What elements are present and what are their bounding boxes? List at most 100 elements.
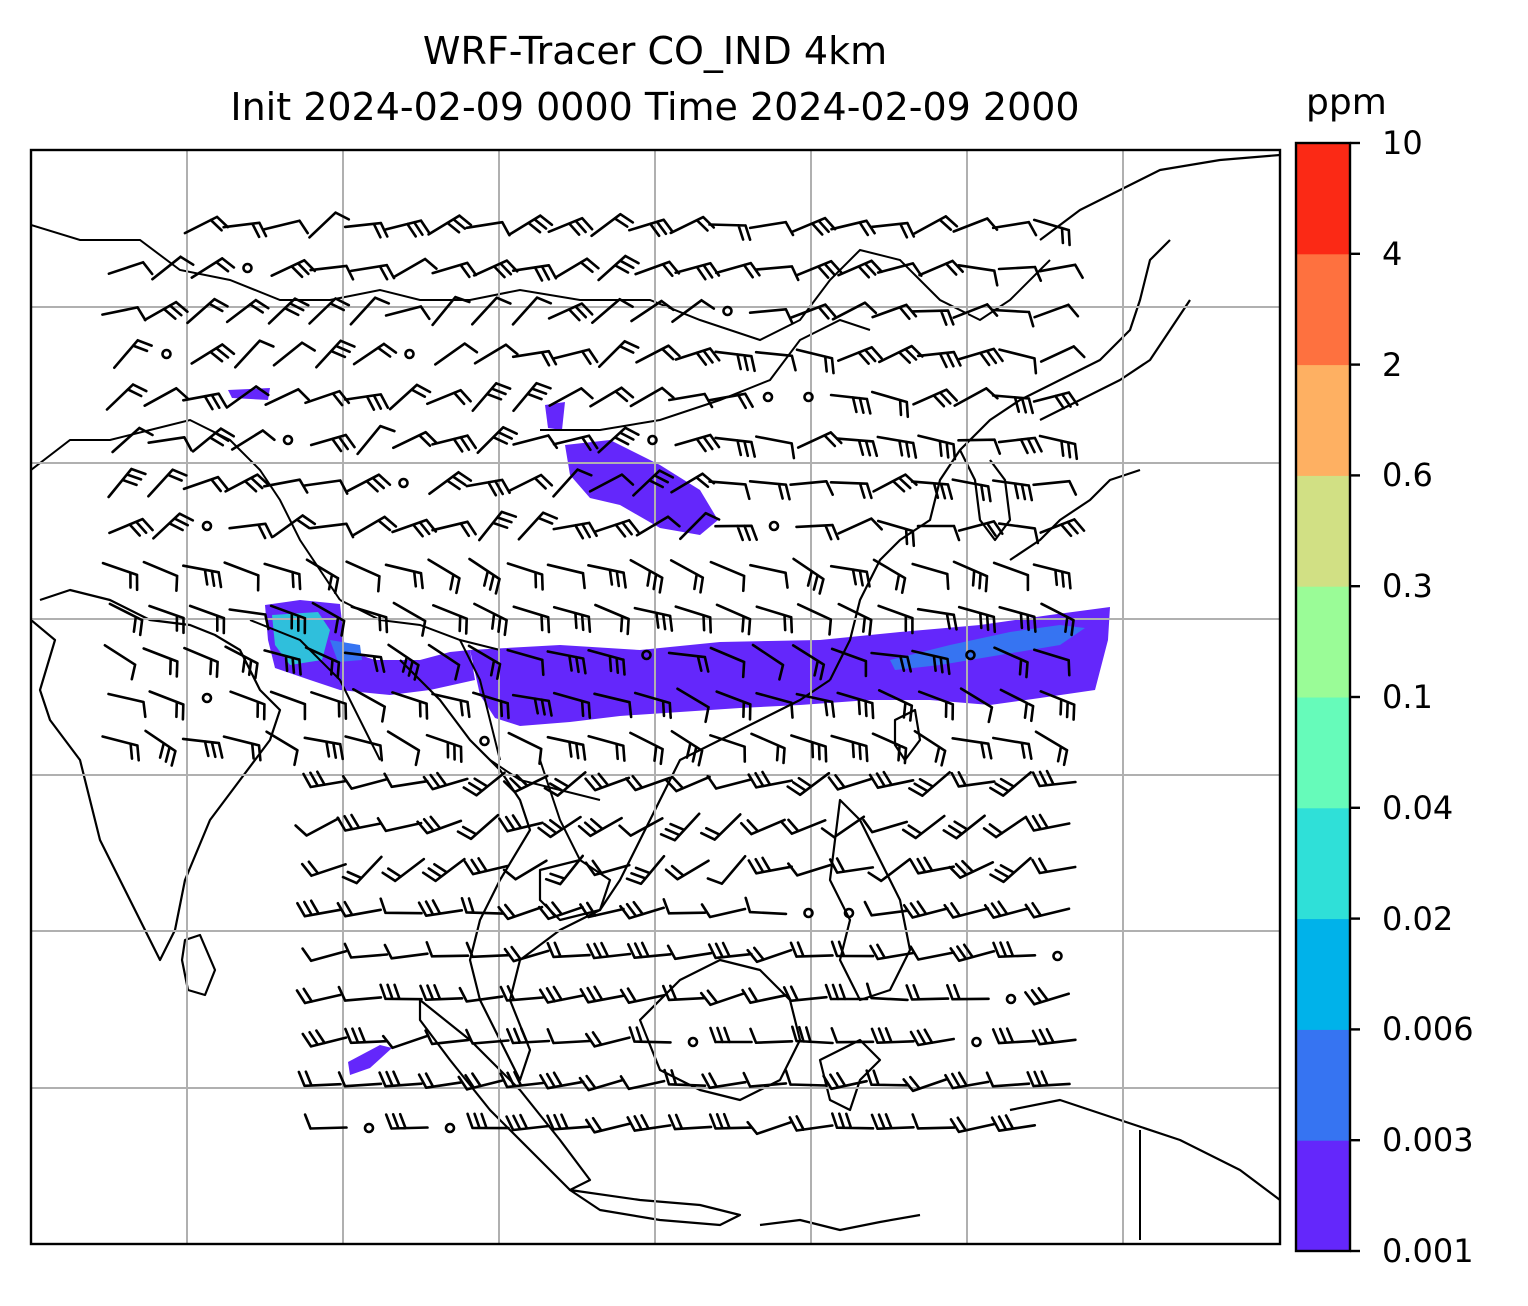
colorbar-tick-label: 0.3 xyxy=(1382,567,1433,606)
wind-barb xyxy=(343,651,386,673)
wind-barb xyxy=(537,815,582,839)
wind-barb xyxy=(379,983,423,1001)
wind-barb xyxy=(517,511,559,541)
wind-barb xyxy=(709,646,746,679)
wind-barb xyxy=(142,560,179,592)
wind-barb xyxy=(472,691,510,720)
wind-barb xyxy=(627,941,672,959)
wind-barb xyxy=(579,985,625,1004)
wind-barb xyxy=(315,339,356,369)
wind-barb xyxy=(144,729,177,767)
wind-barb xyxy=(506,1027,551,1045)
wind-barb xyxy=(147,468,188,498)
wind-barb xyxy=(837,602,873,636)
wind-barb xyxy=(909,856,955,875)
wind-barb xyxy=(182,392,228,411)
wind-barb xyxy=(417,1072,464,1089)
coastline-new-guinea xyxy=(1009,1098,1280,1201)
wind-barb xyxy=(552,468,593,498)
wind-barb xyxy=(343,942,389,959)
wind-barb xyxy=(957,347,1004,367)
wind-barb xyxy=(181,737,224,759)
wind-barb xyxy=(466,1112,510,1130)
wind-barb xyxy=(625,854,666,886)
wind-barb xyxy=(835,437,879,458)
map-subtitle: Init 2024-02-09 0000 Time 2024-02-09 200… xyxy=(230,85,1080,129)
wind-barb xyxy=(383,772,429,789)
wind-barb xyxy=(419,984,464,1001)
wind-barb xyxy=(579,901,625,919)
wind-barb xyxy=(957,264,999,287)
wind-barb xyxy=(755,435,796,460)
wind-barb xyxy=(302,770,348,789)
colorbar-tick-label: 0.6 xyxy=(1382,456,1433,495)
wind-barb xyxy=(107,467,147,499)
wind-barb xyxy=(191,427,235,453)
wind-barb xyxy=(476,426,518,454)
wind-barb xyxy=(1038,263,1084,279)
wind-barb xyxy=(869,943,915,961)
wind-barb-layer xyxy=(101,211,1086,1136)
wind-barb xyxy=(311,601,346,637)
wind-barb xyxy=(1033,648,1071,677)
calm-wind-marker xyxy=(363,1122,375,1134)
graticule xyxy=(31,150,1280,1244)
colorbar-segment xyxy=(1296,1029,1350,1141)
map-border xyxy=(29,148,1282,1246)
wind-barb xyxy=(263,649,302,676)
wind-barb xyxy=(391,518,438,538)
calm-wind-marker xyxy=(965,649,976,661)
wind-barb xyxy=(871,732,908,765)
wind-barb xyxy=(788,1115,834,1132)
wind-barb xyxy=(831,301,878,321)
wind-barb xyxy=(230,429,276,451)
wind-barb xyxy=(264,388,311,406)
wind-barb xyxy=(152,512,195,540)
wind-barb xyxy=(427,643,461,681)
wind-barb xyxy=(265,730,299,767)
wind-barb xyxy=(552,434,599,452)
wind-barb xyxy=(538,985,585,1004)
wind-barb xyxy=(679,511,721,541)
wind-barb xyxy=(512,434,559,450)
wind-barb xyxy=(959,687,994,724)
wind-barb xyxy=(473,602,508,637)
wind-barb xyxy=(309,264,355,281)
wind-barb xyxy=(341,775,388,790)
calm-wind-marker xyxy=(762,391,774,403)
wind-barb xyxy=(270,259,317,279)
wind-barb xyxy=(263,219,309,235)
wind-barb xyxy=(589,386,635,408)
wind-barb xyxy=(630,299,675,323)
wind-barb xyxy=(870,651,913,673)
wind-barb xyxy=(628,218,674,238)
wind-barb xyxy=(669,559,705,594)
wind-barb xyxy=(427,214,473,236)
wind-barb xyxy=(790,734,828,763)
wind-barb xyxy=(749,563,789,589)
wind-barb xyxy=(796,603,833,636)
calm-wind-marker xyxy=(1005,993,1017,1005)
wind-barb xyxy=(546,563,586,590)
wind-barb xyxy=(337,985,383,1002)
co-plume-fragment xyxy=(348,1045,392,1075)
wind-barb xyxy=(619,900,665,920)
wind-barb xyxy=(822,1071,868,1091)
wind-barb xyxy=(223,561,260,592)
wind-barb xyxy=(508,214,554,236)
wind-barb xyxy=(1032,391,1079,410)
coastline-java xyxy=(568,1188,742,1227)
wind-barb xyxy=(829,481,873,500)
wind-barb xyxy=(911,1113,956,1130)
calm-wind-marker xyxy=(641,649,652,661)
wind-barb xyxy=(911,562,950,591)
wind-barb xyxy=(585,1031,631,1048)
wind-barb xyxy=(865,1069,909,1087)
wind-barb xyxy=(951,737,993,760)
wind-barb xyxy=(755,605,794,634)
wind-barb xyxy=(708,480,751,501)
wind-barb xyxy=(748,308,794,325)
wind-barb xyxy=(591,298,634,324)
coastline-layer xyxy=(31,153,1280,1232)
wind-barb xyxy=(872,558,907,594)
